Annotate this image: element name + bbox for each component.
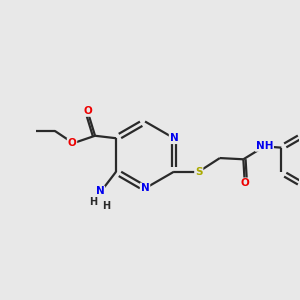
Text: O: O <box>84 106 93 116</box>
Text: NH: NH <box>256 141 273 151</box>
Text: H: H <box>89 197 97 207</box>
Text: O: O <box>240 178 249 188</box>
Text: N: N <box>141 183 149 194</box>
Text: S: S <box>195 167 202 177</box>
Text: N: N <box>169 133 178 143</box>
Text: N: N <box>96 187 104 196</box>
Text: O: O <box>68 138 76 148</box>
Text: H: H <box>102 201 110 211</box>
